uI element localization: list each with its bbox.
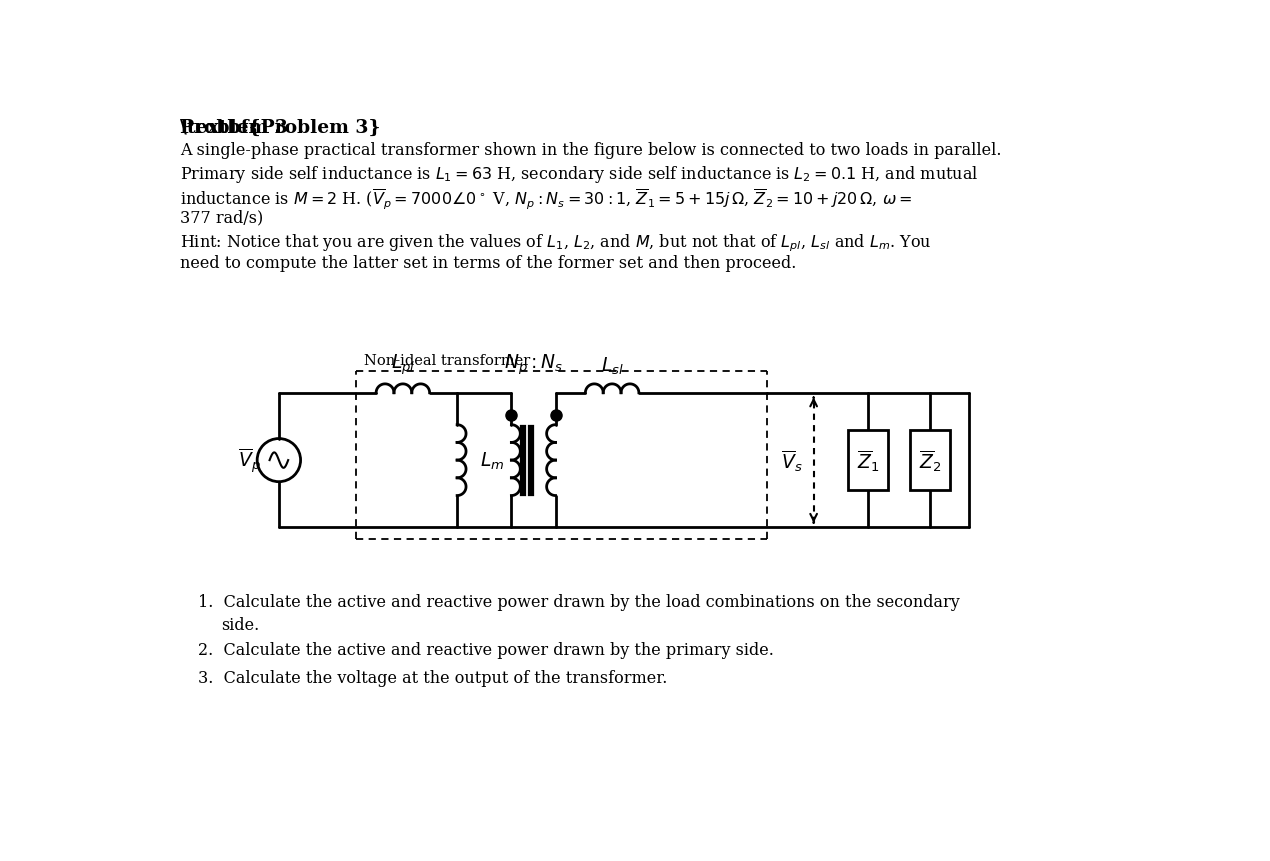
Text: $\overline{V}_s$: $\overline{V}_s$	[781, 448, 803, 474]
Text: 377 rad/s): 377 rad/s)	[180, 209, 264, 226]
Text: \textbf{Problem 3}: \textbf{Problem 3}	[180, 119, 381, 137]
Bar	[848, 430, 888, 491]
Text: 3.  Calculate the voltage at the output of the transformer.: 3. Calculate the voltage at the output o…	[198, 669, 667, 686]
Text: $\overline{Z}_1$: $\overline{Z}_1$	[856, 448, 879, 474]
Text: Problem 3: Problem 3	[180, 119, 288, 137]
Text: $L_{sl}$: $L_{sl}$	[601, 355, 624, 376]
Text: Primary side self inductance is $L_1 = 63$ H, secondary side self inductance is : Primary side self inductance is $L_1 = 6…	[180, 164, 979, 185]
Text: Non-ideal transformer: Non-ideal transformer	[364, 353, 531, 367]
Text: $\overline{V}_p$: $\overline{V}_p$	[237, 446, 260, 475]
Bar	[909, 430, 950, 491]
Text: side.: side.	[221, 616, 259, 634]
Text: need to compute the latter set in terms of the former set and then proceed.: need to compute the latter set in terms …	[180, 255, 796, 272]
Text: $N_p{:}N_s$: $N_p{:}N_s$	[504, 352, 563, 376]
Text: inductance is $M = 2$ H. ($\overline{V}_p = 7000\angle 0^\circ$ V, $N_p : N_s = : inductance is $M = 2$ H. ($\overline{V}_…	[180, 187, 913, 211]
Text: 2.  Calculate the active and reactive power drawn by the primary side.: 2. Calculate the active and reactive pow…	[198, 641, 773, 659]
Text: $\overline{Z}_2$: $\overline{Z}_2$	[918, 448, 941, 474]
Text: 1.  Calculate the active and reactive power drawn by the load combinations on th: 1. Calculate the active and reactive pow…	[198, 593, 959, 610]
Text: Hint: Notice that you are given the values of $L_1$, $L_2$, and $M$, but not tha: Hint: Notice that you are given the valu…	[180, 232, 932, 254]
Text: A single-phase practical transformer shown in the figure below is connected to t: A single-phase practical transformer sho…	[180, 141, 1002, 158]
Text: $L_{pl}$: $L_{pl}$	[391, 352, 415, 376]
Text: $L_m$: $L_m$	[480, 450, 504, 471]
